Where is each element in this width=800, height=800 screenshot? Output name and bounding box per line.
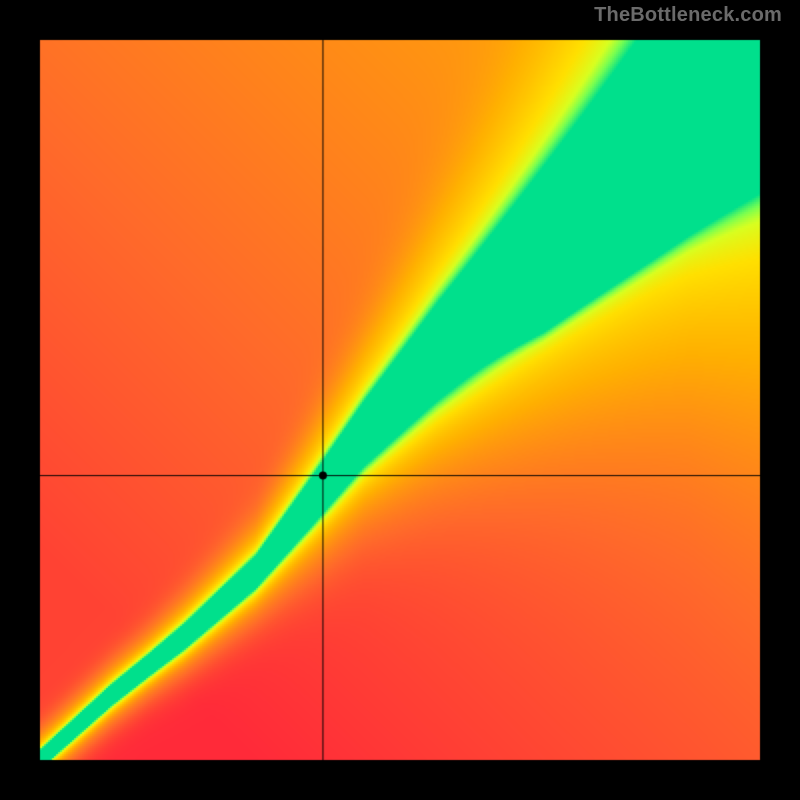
watermark-text: TheBottleneck.com bbox=[594, 4, 782, 27]
bottleneck-heatmap bbox=[0, 0, 800, 800]
